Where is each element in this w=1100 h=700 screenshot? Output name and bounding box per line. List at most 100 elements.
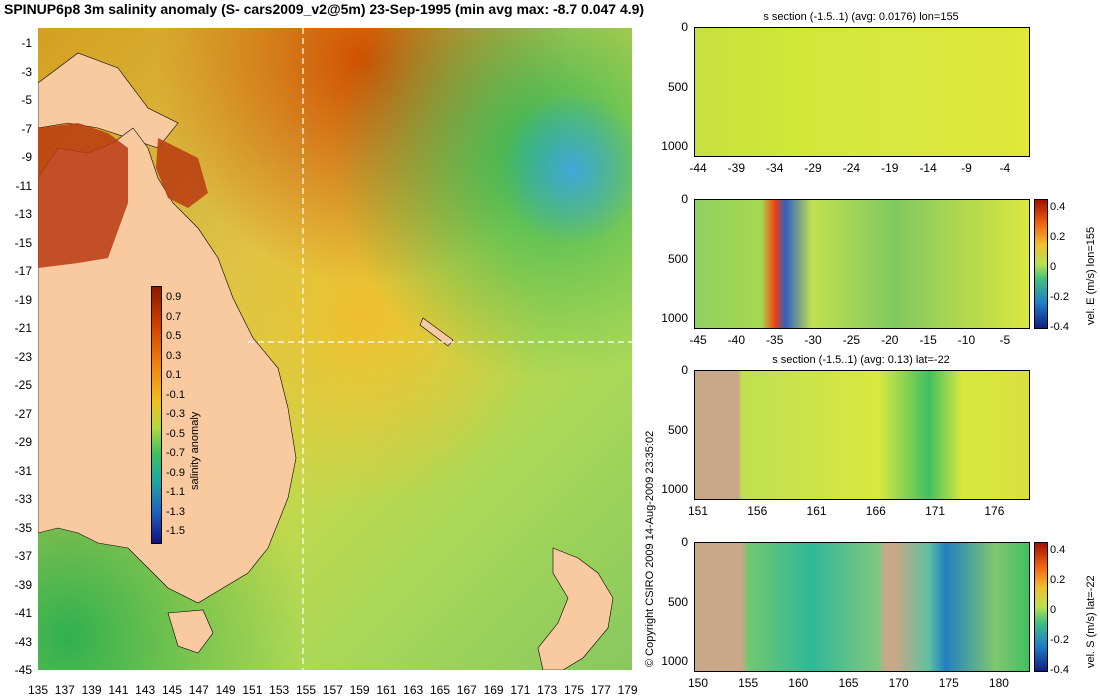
figure-title: SPINUP6p8 3m salinity anomaly (S- cars20…: [4, 1, 645, 17]
lat-tick: -9: [21, 150, 32, 164]
panel-x-tick: -44: [689, 161, 707, 175]
panel-x-tick: 180: [988, 676, 1009, 690]
panel-y-tick: 1000: [661, 654, 688, 669]
lat-tick: -43: [14, 634, 32, 649]
map-colorbar-tick: -1.5: [166, 525, 185, 537]
velocity-colorbar-tick: 0: [1050, 604, 1057, 616]
velocity-colorbar: [1034, 199, 1048, 329]
panel-y-tick: 500: [667, 422, 688, 437]
panel-x-tick: -14: [919, 161, 937, 175]
lat-tick: -19: [14, 292, 32, 307]
map-colorbar-tick: 0.9: [166, 291, 182, 303]
velocity-colorbar-tick: 0.4: [1050, 201, 1066, 213]
panel-y-tick: 500: [667, 594, 688, 609]
lat-tick: -45: [14, 663, 32, 677]
velocity-colorbar: [1034, 542, 1048, 672]
lon-tick: 157: [322, 683, 343, 697]
lon-tick: 163: [403, 683, 424, 697]
lon-tick: 161: [376, 683, 397, 697]
velocity-colorbar-tick: 0: [1050, 261, 1057, 273]
lat-tick: -41: [14, 606, 32, 620]
panel-x-tick: 161: [806, 504, 827, 518]
velocity-colorbar-tick: -0.4: [1050, 321, 1069, 333]
panel-x-tick: -45: [689, 333, 707, 347]
panel-x-tick: -35: [766, 333, 784, 347]
section-panel[interactable]: [694, 542, 1030, 672]
lon-tick: 179: [617, 683, 638, 697]
map-colorbar-tick: 0.1: [166, 369, 182, 381]
panel-x-tick: 156: [747, 504, 768, 518]
lat-tick: -37: [14, 549, 32, 563]
map-colorbar-tick: 0.3: [166, 349, 182, 362]
map-colorbar-tick: -0.9: [166, 466, 185, 479]
lon-tick: 171: [510, 683, 531, 697]
map-colorbar-tick: -1.1: [166, 486, 185, 498]
lat-tick: -15: [14, 235, 32, 250]
panel-x-tick: -30: [804, 333, 822, 347]
lon-tick: 173: [537, 683, 558, 697]
lon-tick: 153: [269, 683, 290, 697]
panel-x-tick: 166: [865, 504, 886, 518]
panel-y-tick: 1000: [661, 139, 688, 154]
lon-tick: 169: [483, 683, 504, 697]
panel-x-tick: 176: [984, 504, 1005, 518]
lon-tick: 143: [135, 683, 156, 697]
panel-x-tick: -29: [804, 161, 822, 175]
lat-tick: -7: [21, 121, 32, 136]
panel-x-tick: -40: [727, 333, 746, 347]
panel-x-tick: -19: [881, 161, 899, 175]
velocity-colorbar-tick: 0.2: [1050, 231, 1066, 243]
lon-tick: 151: [242, 683, 263, 697]
lon-tick: 165: [429, 683, 451, 697]
panel-y-tick: 0: [681, 192, 688, 206]
lat-tick: -3: [21, 64, 32, 79]
lat-tick: -5: [21, 93, 32, 107]
section-panel[interactable]: [694, 370, 1030, 500]
panel-x-tick: 171: [925, 504, 946, 518]
map-colorbar: [151, 286, 162, 544]
panel-x-tick: -5: [999, 333, 1011, 347]
section-panel[interactable]: [694, 199, 1030, 329]
panel-x-tick: -20: [881, 333, 899, 347]
panel-y-tick: 1000: [661, 482, 688, 497]
panel-x-tick: -15: [919, 333, 937, 347]
velocity-colorbar-tick: -0.2: [1050, 634, 1069, 646]
panel-x-tick: -10: [957, 333, 976, 347]
panel-x-tick: -24: [842, 161, 861, 175]
map-colorbar-tick: -1.3: [166, 505, 185, 518]
lon-tick: 141: [108, 683, 129, 697]
panel-x-tick: 155: [738, 676, 759, 690]
panel-title: s section (-1.5..1) (avg: 0.0176) lon=15…: [763, 11, 959, 23]
velocity-colorbar-label: vel. S (m/s) lat=-22: [1085, 575, 1097, 668]
map-colorbar-tick: 0.7: [166, 310, 182, 323]
panel-y-tick: 0: [681, 363, 688, 377]
lat-tick: -35: [14, 520, 32, 535]
panel-y-tick: 1000: [661, 311, 688, 326]
panel-y-tick: 0: [681, 535, 688, 549]
section-panel[interactable]: [694, 27, 1030, 157]
lon-tick: 149: [215, 683, 236, 697]
lon-tick: 135: [27, 683, 49, 697]
lon-tick: 155: [295, 683, 317, 697]
panel-x-tick: 160: [788, 676, 809, 690]
velocity-colorbar-tick: -0.2: [1050, 291, 1069, 303]
panel-x-tick: -9: [961, 161, 972, 175]
lat-tick: -13: [14, 207, 32, 221]
velocity-colorbar-tick: 0.2: [1050, 574, 1066, 586]
lat-tick: -17: [14, 264, 32, 278]
panel-title: s section (-1.5..1) (avg: 0.13) lat=-22: [772, 354, 950, 366]
lat-tick: -1: [21, 36, 32, 50]
salinity-map[interactable]: 0.9 0.7 0.5 0.3 0.1 -0.1 -0.3 -0.5 -0.7 -0.9 -1.1 -…: [38, 28, 632, 670]
lon-tick: 137: [54, 683, 75, 697]
lat-tick: -27: [14, 406, 32, 421]
lat-tick: -39: [14, 577, 32, 592]
lon-tick: 147: [188, 683, 209, 697]
panel-x-tick: 151: [687, 504, 709, 518]
lat-tick: -23: [14, 349, 32, 364]
new-caledonia-land: [419, 317, 454, 347]
panel-x-tick: -4: [999, 161, 1011, 175]
map-colorbar-label: salinity anomaly: [189, 411, 201, 490]
map-colorbar-tick: 0.5: [166, 330, 182, 342]
panel-y-tick: 500: [667, 79, 688, 94]
tasmania-land: [167, 609, 214, 654]
